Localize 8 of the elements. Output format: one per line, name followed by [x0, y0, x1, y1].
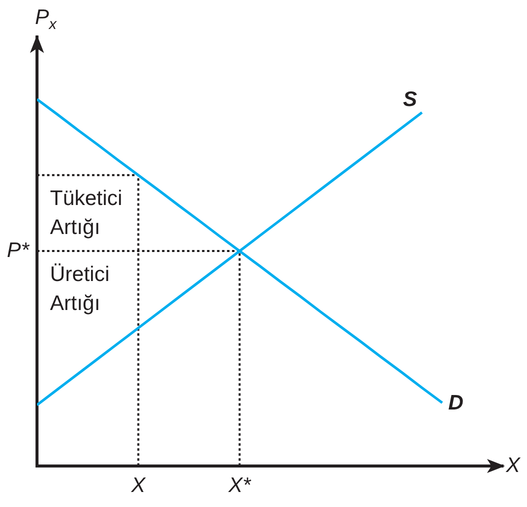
- annotation: Üretici Artığı: [50, 262, 110, 315]
- annotation: Tüketici Artığı: [50, 187, 122, 240]
- x-tick-label: X*: [228, 474, 252, 498]
- ref-line-label: P*: [6, 238, 30, 262]
- y-axis-title: P$_{x}$: [35, 6, 58, 33]
- series-label: D: [448, 392, 464, 415]
- series-label: S: [402, 88, 417, 111]
- x-axis-title: X: [506, 454, 522, 477]
